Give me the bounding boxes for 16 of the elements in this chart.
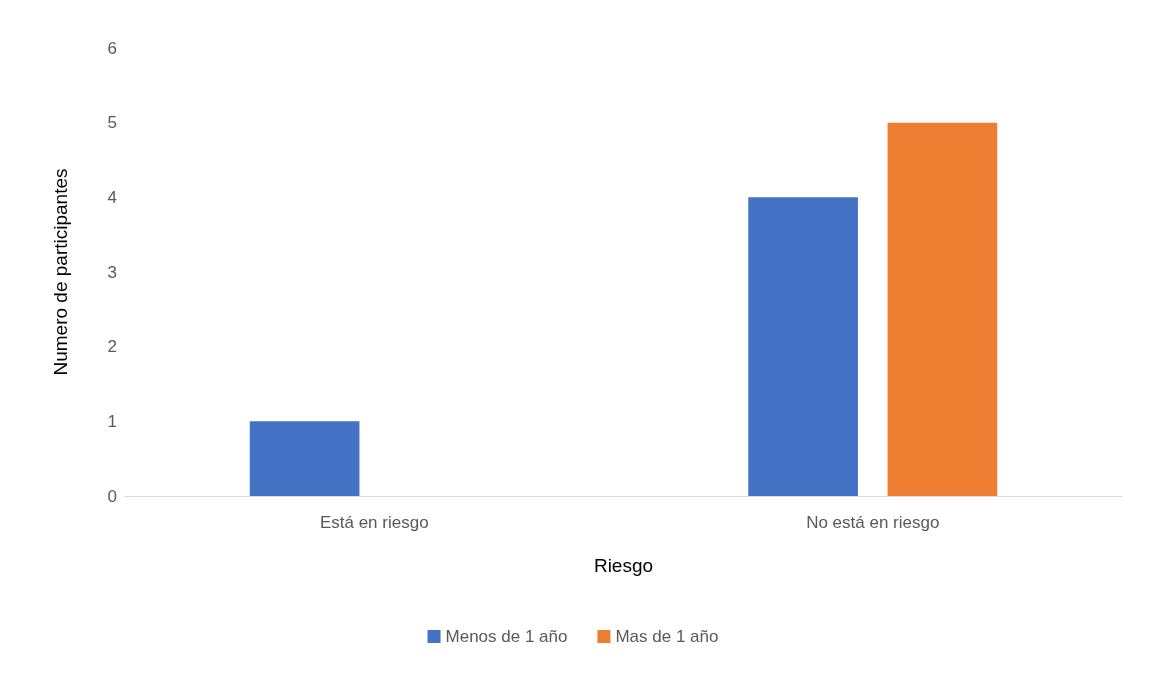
y-tick-label: 0 — [107, 486, 117, 506]
y-tick-label: 3 — [107, 262, 117, 282]
y-tick-label: 2 — [107, 337, 117, 357]
y-tick-label: 4 — [107, 187, 117, 207]
bar — [249, 421, 360, 496]
y-tick-label: 5 — [107, 113, 117, 133]
x-axis-title: Riesgo — [593, 555, 654, 576]
x-tick-label: No está en riesgo — [806, 513, 940, 532]
x-tick-label: Está en riesgo — [319, 513, 429, 532]
legend-label: Menos de 1 año — [445, 627, 568, 646]
bar — [748, 197, 858, 496]
y-axis-title: Numero de participantes — [50, 168, 71, 376]
bar — [887, 122, 998, 496]
y-tick-label: 1 — [107, 411, 117, 431]
y-tick-label: 6 — [107, 38, 117, 58]
legend-label: Mas de 1 año — [615, 627, 719, 646]
